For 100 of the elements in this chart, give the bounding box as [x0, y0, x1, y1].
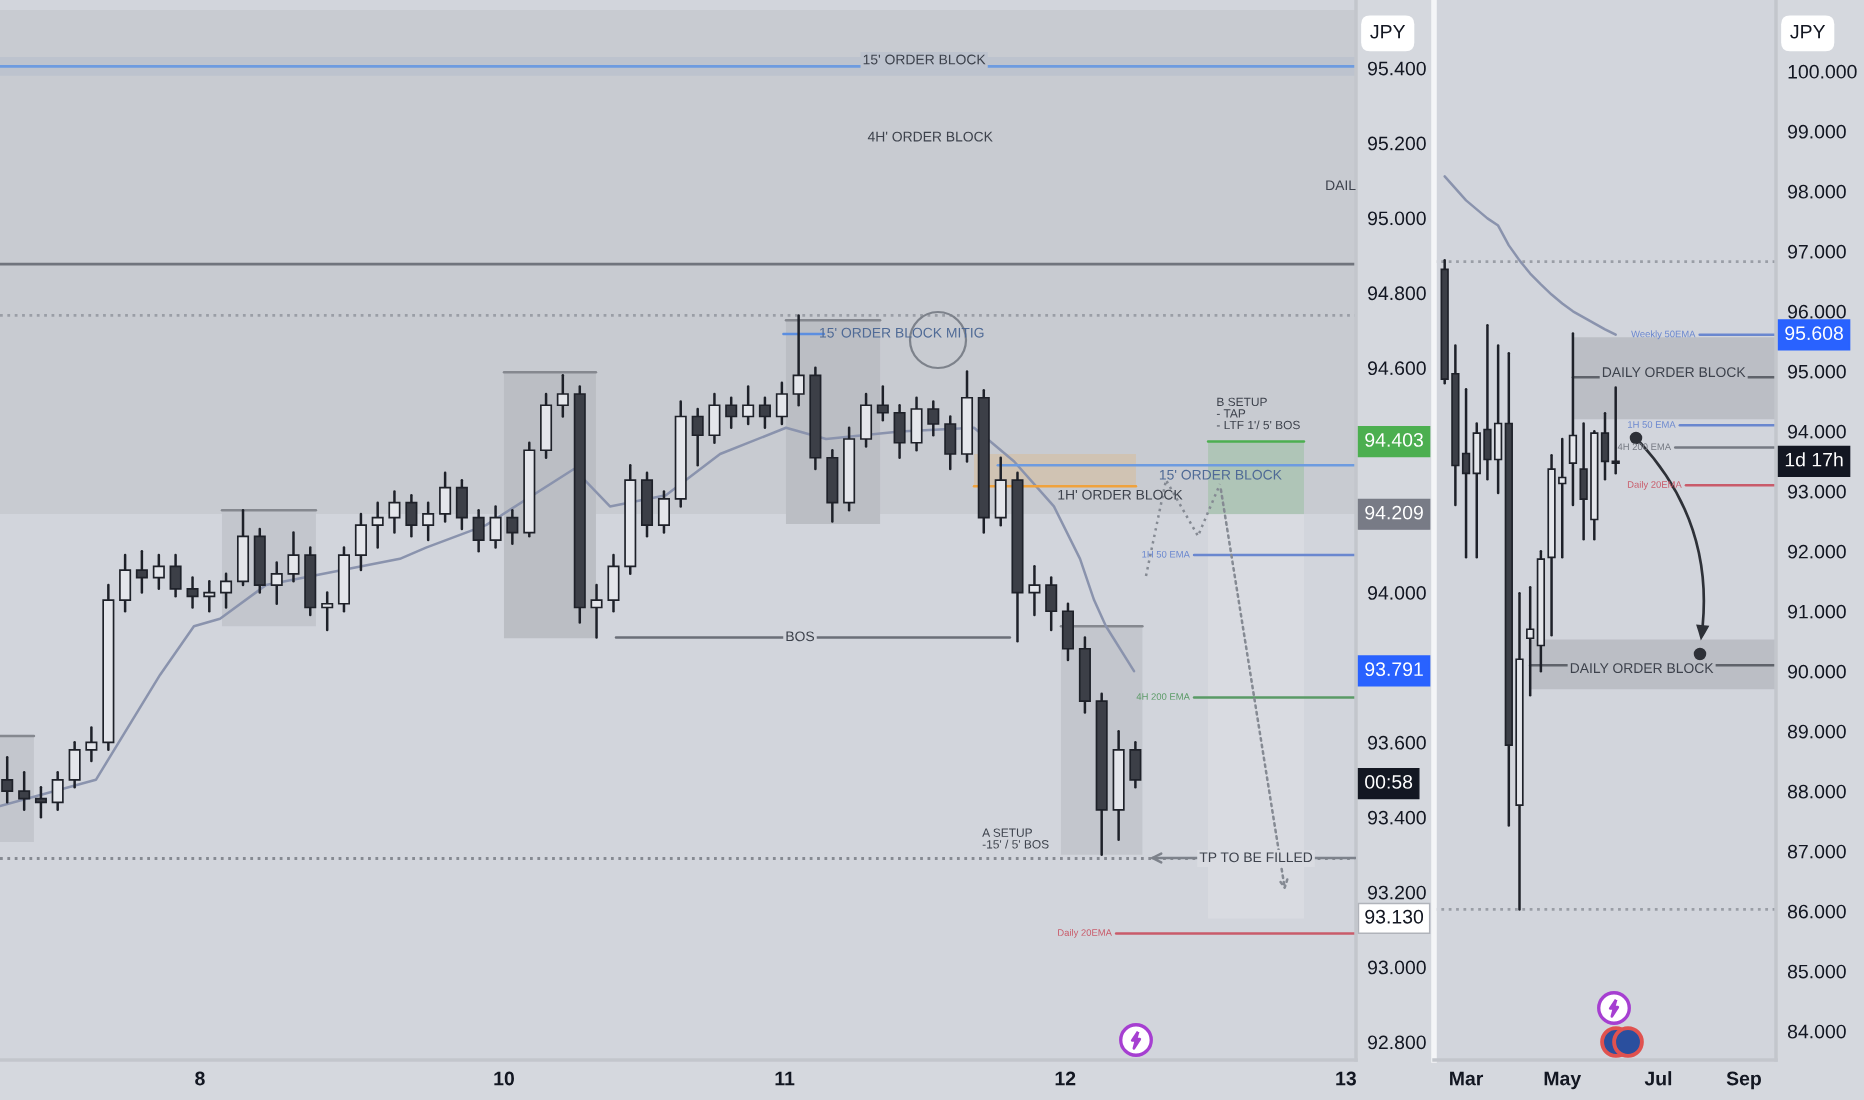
candlestick: [405, 493, 418, 538]
candlestick: [85, 726, 98, 763]
candlestick: [640, 471, 654, 538]
annotation: 1d 17h: [1785, 452, 1843, 467]
candlestick: [540, 392, 553, 459]
candlestick: [691, 407, 704, 467]
y-tick-label: 95.200: [1368, 136, 1426, 151]
candlestick: [388, 490, 401, 534]
annotation: 93.130: [1365, 909, 1424, 924]
y-tick-label: 92.000: [1788, 544, 1846, 559]
annotation: 93.791: [1365, 662, 1423, 677]
y-tick-label: 84.000: [1787, 1024, 1846, 1039]
candlestick: [876, 385, 889, 422]
y-tick-label: 96.000: [1788, 304, 1846, 319]
candlestick: [657, 490, 670, 534]
candlestick: [51, 771, 64, 812]
candlestick: [1028, 565, 1041, 617]
candlestick: [236, 508, 250, 587]
candlestick: [371, 501, 384, 549]
candlestick: [860, 392, 873, 448]
y-tick-label: 99.000: [1788, 124, 1846, 139]
x-tick-label: May: [1544, 1071, 1582, 1090]
candlestick: [422, 501, 435, 542]
y-tick-label: 94.800: [1368, 286, 1426, 301]
x-tick-label: Jul: [1644, 1071, 1672, 1086]
candlestick: [1061, 602, 1074, 662]
candlestick: [152, 553, 165, 591]
x-tick-label: Sep: [1726, 1071, 1761, 1090]
y-tick-label: 90.000: [1788, 664, 1846, 679]
y-tick-label: 95.000: [1368, 211, 1426, 226]
y-tick-label: 100.000: [1788, 64, 1857, 79]
y-tick-label: 94.000: [1788, 424, 1846, 439]
candlestick: [270, 561, 283, 606]
candlestick: [826, 448, 839, 523]
x-tick-label: 11: [775, 1071, 795, 1086]
y-tick-label: 92.800: [1368, 1035, 1426, 1050]
candlestick: [708, 392, 721, 444]
candlestick: [1045, 576, 1058, 632]
candlestick: [186, 576, 199, 609]
y-tick-label: 93.000: [1788, 484, 1846, 499]
annotation: 00:58: [1365, 775, 1413, 789]
y-tick-label: 93.000: [1368, 960, 1426, 975]
candlestick: [68, 741, 81, 789]
candlestick: [1, 756, 14, 804]
candlestick: [506, 508, 519, 546]
candlestick: [775, 381, 788, 426]
y-tick-label: 94.600: [1368, 361, 1426, 376]
x-tick-label: Mar: [1450, 1071, 1484, 1086]
y-tick-label: 85.000: [1787, 964, 1846, 979]
y-tick-label: 98.000: [1788, 184, 1846, 199]
candlestick: [455, 478, 468, 531]
y-tick-label: 95.000: [1788, 364, 1846, 379]
x-tick-label: 13: [1336, 1071, 1356, 1086]
candlestick: [135, 550, 148, 594]
candlestick: [994, 456, 1007, 527]
candlestick: [119, 553, 132, 613]
y-tick-label: 93.600: [1368, 735, 1426, 750]
x-tick-label: 12: [1055, 1071, 1076, 1086]
candlestick: [203, 580, 216, 613]
candlestick: [792, 314, 805, 407]
y-tick-label: 89.000: [1787, 724, 1846, 739]
y-axis-title: JPY: [1370, 24, 1406, 39]
candlestick: [725, 396, 738, 429]
candlestick: [321, 591, 334, 632]
candlestick: [1129, 741, 1142, 789]
candlestick: [34, 786, 47, 819]
candlestick: [742, 385, 755, 426]
candlestick: [910, 396, 923, 452]
y-tick-label: 93.200: [1368, 885, 1426, 900]
y-axis-title: JPY: [1790, 24, 1826, 39]
candlestick: [18, 771, 31, 812]
candlestick: [169, 553, 182, 598]
candlestick: [354, 512, 367, 572]
candlestick: [472, 508, 485, 553]
y-tick-label: 97.000: [1788, 244, 1846, 259]
candlestick: [556, 374, 569, 418]
annotation: 94.209: [1365, 505, 1423, 520]
y-tick-label: 88.000: [1787, 784, 1846, 799]
candlestick: [590, 583, 603, 639]
y-tick-label: 93.400: [1368, 810, 1426, 825]
y-tick-label: 95.400: [1368, 61, 1426, 76]
candlestick: [944, 415, 957, 471]
line-series: [1443, 175, 1617, 336]
candlestick: [439, 471, 452, 523]
candlestick: [489, 505, 502, 549]
candlestick: [758, 396, 771, 429]
candlestick: [927, 400, 940, 437]
x-tick-label: 10: [494, 1071, 514, 1086]
annotation: 95.608: [1785, 326, 1843, 341]
y-tick-label: 86.000: [1787, 904, 1846, 919]
candlestick: [220, 572, 233, 609]
candlestick: [607, 553, 620, 613]
candlestick: [893, 404, 906, 459]
y-tick-label: 87.000: [1787, 844, 1846, 859]
x-tick-label: 8: [195, 1071, 205, 1086]
annotation: 94.403: [1365, 433, 1423, 447]
candlestick: [1568, 332, 1578, 507]
y-tick-label: 91.000: [1788, 604, 1846, 619]
y-tick-label: 94.000: [1368, 586, 1426, 600]
candlestick: [287, 531, 300, 583]
